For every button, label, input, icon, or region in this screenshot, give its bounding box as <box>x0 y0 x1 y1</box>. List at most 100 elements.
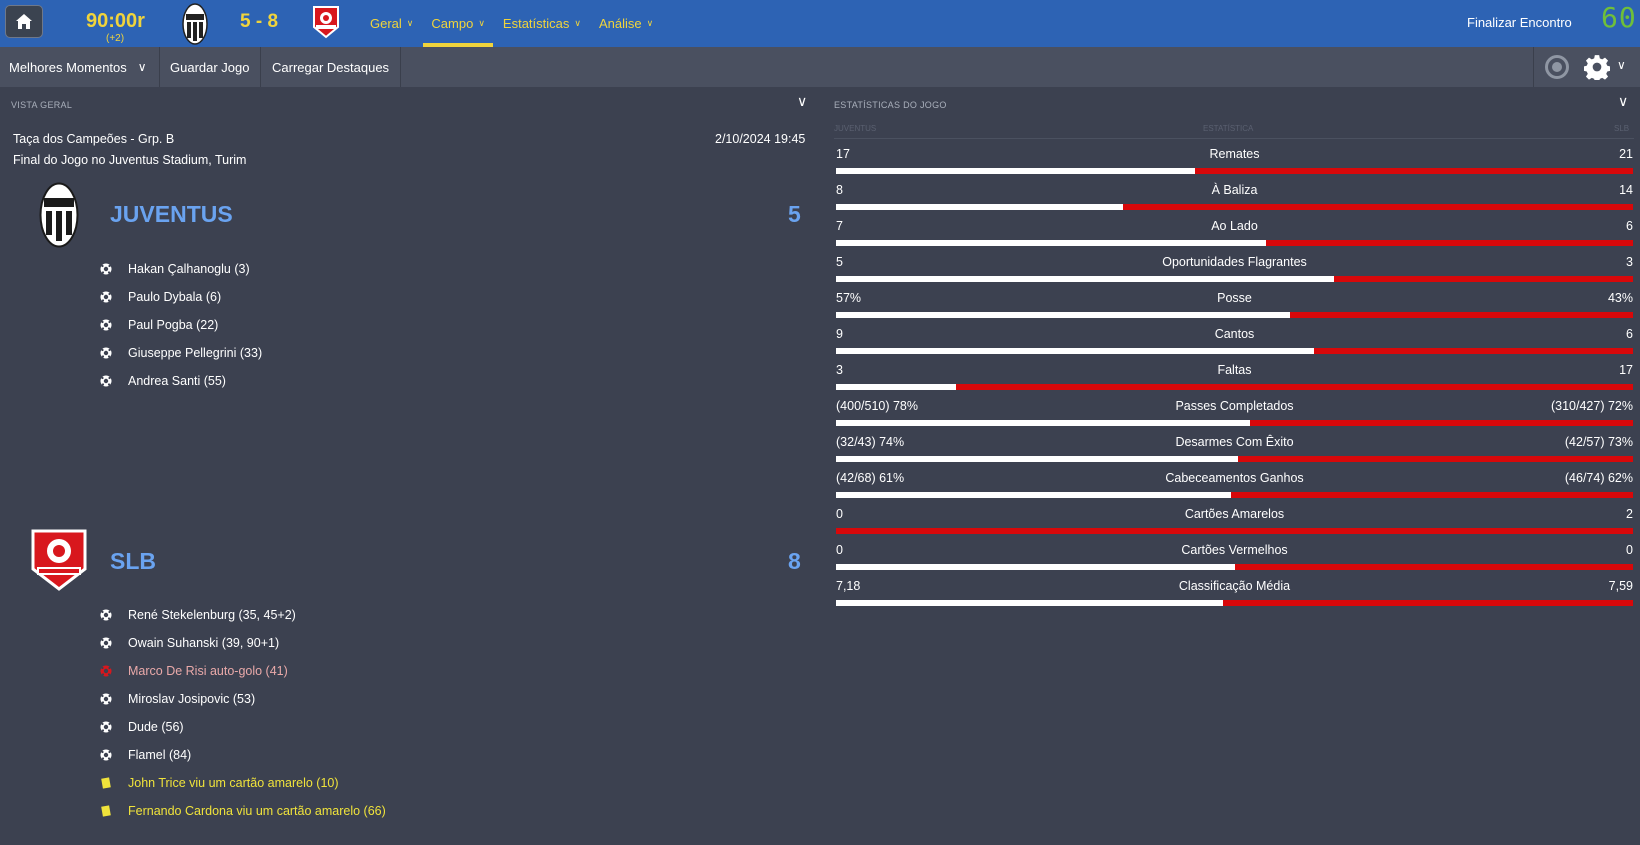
collapse-chevron-icon[interactable]: ∨ <box>1618 93 1629 109</box>
highlights-dropdown[interactable]: Melhores Momentos ∨ <box>9 47 147 87</box>
stat-away-value: 6 <box>1626 327 1633 341</box>
chevron-down-icon: ∨ <box>137 60 147 74</box>
home-team-name: JUVENTUS <box>110 201 233 227</box>
stat-label: Cartões Vermelhos <box>1181 543 1288 557</box>
goal-event: Paulo Dybala (6) <box>99 287 221 307</box>
ball-icon <box>99 608 113 622</box>
stat-home-value: (32/43) 74% <box>836 435 905 449</box>
stat-home-fill <box>836 168 1195 174</box>
stat-home-value: 17 <box>836 147 850 161</box>
stat-away-value: (310/427) 72% <box>1550 399 1633 413</box>
stat-comparison-bar <box>836 492 1633 498</box>
stat-away-value: 43% <box>1607 291 1633 305</box>
stat-label: Oportunidades Flagrantes <box>1162 255 1307 269</box>
stat-row: 17 Remates 21 <box>836 142 1633 178</box>
divider <box>260 47 261 87</box>
home-button[interactable] <box>5 5 43 38</box>
stat-label: Cabeceamentos Ganhos <box>1165 471 1304 485</box>
stat-comparison-bar <box>836 240 1633 246</box>
event-text: Fernando Cardona viu um cartão amarelo (… <box>128 804 386 818</box>
slb-crest-icon <box>313 6 339 39</box>
own-goal-ball-icon <box>99 664 113 678</box>
stat-row: 8 À Baliza 14 <box>836 178 1633 214</box>
stat-comparison-bar <box>836 348 1633 354</box>
stat-home-fill <box>836 204 1123 210</box>
stat-home-value: 0 <box>836 543 843 557</box>
stat-row: (42/68) 61% Cabeceamentos Ganhos (46/74) 6… <box>836 466 1633 502</box>
finish-match-button[interactable]: Finalizar Encontro <box>1467 15 1572 30</box>
menu-analise[interactable]: Análise ∨ <box>591 0 661 47</box>
away-team-name: SLB <box>110 548 156 574</box>
stat-comparison-bar <box>836 420 1633 426</box>
save-game-button[interactable]: Guardar Jogo <box>170 59 250 75</box>
stat-home-fill <box>836 240 1267 246</box>
stat-home-value: 9 <box>836 327 843 341</box>
main-menu: Geral ∨ Campo ∨ Estatísticas ∨ Análise ∨ <box>362 0 663 47</box>
stat-away-value: 14 <box>1619 183 1633 197</box>
stat-home-fill <box>836 348 1315 354</box>
stat-label: Ao Lado <box>1211 219 1258 233</box>
stat-home-fill <box>836 384 956 390</box>
load-highlights-button[interactable]: Carregar Destaques <box>272 59 390 75</box>
stat-comparison-bar <box>836 564 1633 570</box>
menu-campo-label: Campo <box>431 16 474 31</box>
stat-comparison-bar <box>836 528 1633 534</box>
stat-home-fill <box>836 276 1335 282</box>
stat-row: 3 Faltas 17 <box>836 358 1633 394</box>
gear-icon[interactable] <box>1584 54 1610 80</box>
menu-geral-label: Geral <box>370 16 402 31</box>
divider <box>1533 47 1534 87</box>
slb-crest-icon <box>31 529 87 591</box>
event-text: Owain Suhanski (39, 90+1) <box>128 636 280 650</box>
stat-home-value: 8 <box>836 183 843 197</box>
juventus-crest-icon <box>182 3 208 45</box>
overview-title: VISTA GERAL <box>11 100 73 110</box>
stat-comparison-bar <box>836 456 1633 462</box>
stats-col-away: SLB <box>1614 124 1630 133</box>
stat-row: 7 Ao Lado 6 <box>836 214 1633 250</box>
goal-event: Marco De Risi auto-golo (41) <box>99 661 288 681</box>
record-icon[interactable] <box>1545 55 1569 79</box>
stat-label: Cartões Amarelos <box>1184 507 1285 521</box>
stat-home-fill <box>836 600 1224 606</box>
stat-row: (400/510) 78% Passes Completados (310/427)… <box>836 394 1633 430</box>
divider <box>400 47 401 87</box>
menu-estatisticas[interactable]: Estatísticas ∨ <box>495 0 589 47</box>
ball-icon <box>99 318 113 332</box>
event-text: René Stekelenburg (35, 45+2) <box>128 608 296 622</box>
stat-home-value: 5 <box>836 255 843 269</box>
stat-home-value: 7,18 <box>836 579 861 593</box>
stat-row: 5 Oportunidades Flagrantes 3 <box>836 250 1633 286</box>
ball-icon <box>99 720 113 734</box>
stat-home-fill <box>836 456 1239 462</box>
ball-icon <box>99 748 113 762</box>
stat-row: 7,18 Classificação Média 7,59 <box>836 574 1633 610</box>
goal-event: Flamel (84) <box>99 745 191 765</box>
chevron-down-icon: ∨ <box>478 18 485 28</box>
menu-geral[interactable]: Geral ∨ <box>362 0 421 47</box>
stat-home-value: 7 <box>836 219 843 233</box>
stat-away-value: 3 <box>1626 255 1633 269</box>
divider <box>159 47 160 87</box>
stat-home-fill <box>836 564 1235 570</box>
stat-home-fill <box>836 492 1231 498</box>
stat-home-value: (42/68) 61% <box>836 471 905 485</box>
stat-comparison-bar <box>836 600 1633 606</box>
stat-label: Posse <box>1217 291 1252 305</box>
event-text: Flamel (84) <box>128 748 192 762</box>
stat-comparison-bar <box>836 384 1633 390</box>
collapse-chevron-icon[interactable]: ∨ <box>797 93 808 109</box>
event-text: Paulo Dybala (6) <box>128 290 222 304</box>
chevron-down-icon[interactable]: ∨ <box>1617 58 1626 72</box>
stat-home-fill <box>836 420 1251 426</box>
stat-away-value: 2 <box>1626 507 1633 521</box>
event-text: John Trice viu um cartão amarelo (10) <box>128 776 339 790</box>
ball-icon <box>99 346 113 360</box>
stat-label: Faltas <box>1217 363 1252 377</box>
divider <box>834 138 1634 139</box>
goal-event: René Stekelenburg (35, 45+2) <box>99 605 296 625</box>
menu-campo[interactable]: Campo ∨ <box>423 0 493 47</box>
chevron-down-icon: ∨ <box>574 18 581 28</box>
goal-event: Owain Suhanski (39, 90+1) <box>99 633 279 653</box>
event-text: Hakan Çalhanoglu (3) <box>128 262 250 276</box>
